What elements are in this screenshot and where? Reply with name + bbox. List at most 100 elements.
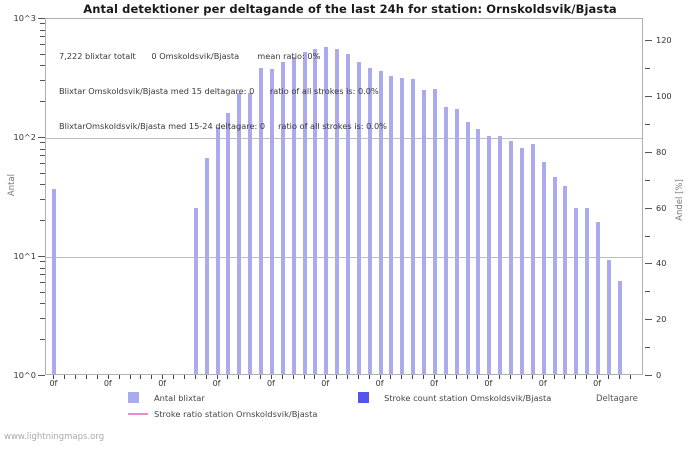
y-axis-right-minor-tick [645,347,650,349]
legend-label: Antal blixtar [154,393,205,403]
x-axis-label: 0f [212,379,221,388]
x-axis-tick [510,375,512,379]
x-axis-tick [629,375,631,379]
x-axis-tick [379,375,381,379]
y-axis-minor-tick [40,199,45,201]
x-axis-label: 0f [484,379,493,388]
x-axis-tick [531,375,533,379]
y-axis-right-label: 80 [656,146,667,157]
y-axis-minor-tick [40,172,45,174]
y-axis-right-label: 120 [656,35,672,46]
bar [291,56,296,374]
x-axis-tick [466,375,468,379]
y-axis-minor-tick [40,274,45,276]
gridline [46,138,642,139]
y-axis-title-left: Antal [7,173,17,197]
bar [215,126,220,374]
x-axis-tick [477,375,479,379]
x-axis-label: 0f [430,379,438,388]
legend-swatch [358,392,369,403]
x-axis-tick [96,375,98,379]
bar [280,61,285,374]
y-axis-minor-tick [40,29,45,31]
y-axis-minor-tick [40,148,45,150]
y-axis-right-major-tick [645,40,652,42]
legend-label: Stroke count station Omskoldsvik/Bjasta [384,393,552,403]
x-axis-tick [238,375,240,379]
x-axis-title: Deltagare [596,394,638,404]
legend-swatch [128,392,139,403]
bar [606,260,611,374]
x-axis-tick [499,375,501,379]
y-axis-right-major-tick [645,207,652,209]
y-axis-right-major-tick [645,263,652,265]
x-axis-tick [423,375,425,379]
x-axis-tick [336,375,338,379]
annotation-block: 7,222 blixtar totalt 0 Omskoldsvik/Bjast… [59,28,529,156]
y-axis-right-label: 60 [656,202,667,213]
x-axis-label: 0f [538,379,547,388]
x-axis-tick [542,375,544,379]
x-axis-tick [401,375,403,379]
y-axis-right-minor-tick [645,291,650,293]
bar [346,53,350,374]
x-axis-tick [194,375,196,379]
legend-label: Stroke ratio station Ornskoldsvik/Bjasta [154,409,318,419]
x-axis-tick [597,375,599,379]
gridline [46,257,642,258]
x-axis-tick [314,375,316,379]
chart-legend: Antal blixtar Stroke count station Omskol… [0,390,700,426]
bar [487,136,492,374]
y-axis-title-right: Andel [%] [675,179,685,221]
legend-line-marker [128,413,148,415]
x-axis-label: 0f [266,379,275,388]
y-axis-minor-tick [40,53,45,55]
x-axis-tick [140,375,142,379]
y-axis-minor-tick [40,80,45,82]
y-axis-right-label: 20 [656,314,667,325]
bar [226,113,231,374]
x-axis-tick [488,375,490,379]
bar [476,128,481,374]
y-axis-minor-tick [40,23,45,25]
x-axis-label: 0f [158,379,167,388]
y-axis-major-tick [38,137,45,138]
bar [432,88,437,374]
y-axis-minor-tick [40,142,45,144]
x-axis-tick [520,375,522,379]
y-axis-right-major-tick [645,96,652,98]
bar [248,92,253,374]
y-axis-right-major-tick [645,151,652,153]
bar [302,51,307,374]
x-axis-label: 0f [49,379,58,388]
x-axis-tick [173,375,175,379]
x-axis-tick [586,375,588,379]
x-axis-label: 0f [103,379,112,388]
bar [541,162,546,374]
x-axis-tick [368,375,370,379]
x-axis-tick [64,375,66,379]
y-axis-right-minor-tick [645,68,650,70]
bar [465,122,470,374]
x-axis-tick [412,375,414,379]
x-axis-tick [129,375,131,379]
y-axis-minor-tick [40,101,45,103]
bar [193,207,198,374]
y-axis-left-label: 10^0 [13,370,37,380]
y-axis-right-label: 40 [656,258,667,269]
y-axis-left-label: 10^2 [13,132,37,142]
bar [313,48,318,374]
x-axis-tick [183,375,185,379]
x-axis-tick [607,375,609,379]
x-axis-tick [216,375,218,379]
bar [530,144,535,374]
bar [324,46,329,374]
x-axis-tick [292,375,294,379]
bar [563,186,568,374]
x-axis-label: 0f [593,379,602,388]
x-axis-tick [553,375,555,379]
bar [356,61,361,374]
bar [519,147,524,374]
x-axis-tick [390,375,392,379]
x-axis-tick [618,375,620,379]
